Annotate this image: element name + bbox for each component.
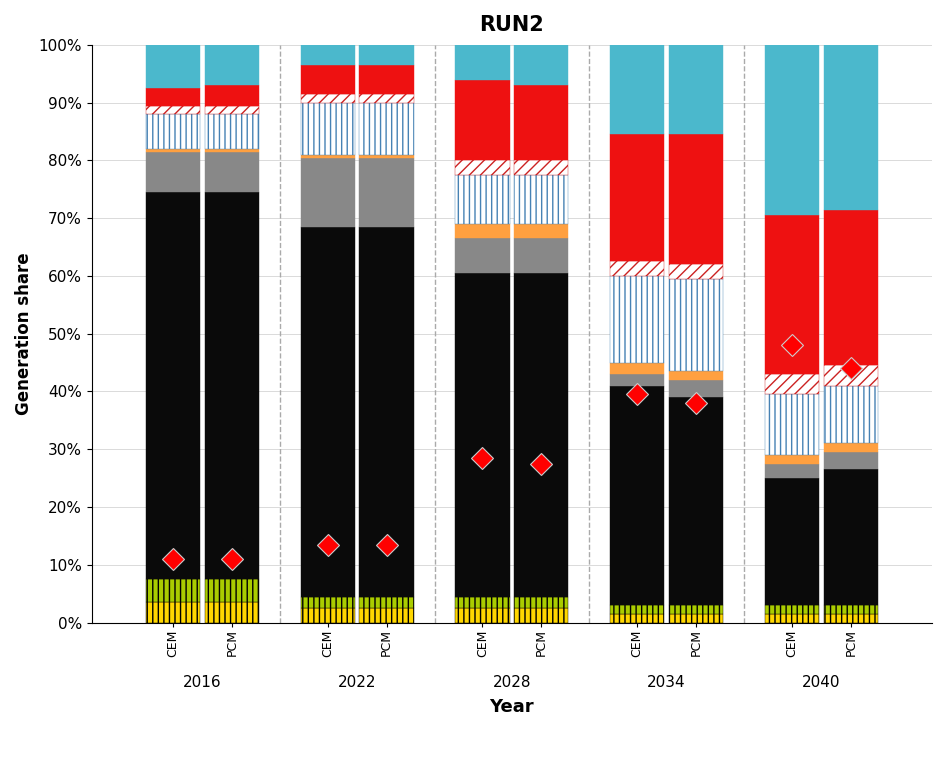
- Bar: [456, 273, 509, 597]
- Bar: [301, 94, 355, 102]
- Bar: [669, 279, 724, 371]
- Bar: [610, 363, 664, 374]
- Bar: [610, 45, 664, 135]
- Bar: [669, 614, 724, 622]
- Bar: [824, 209, 878, 366]
- Bar: [146, 192, 200, 579]
- Bar: [456, 239, 509, 273]
- X-axis label: Year: Year: [490, 698, 534, 717]
- Title: RUN2: RUN2: [479, 15, 545, 35]
- Bar: [360, 65, 414, 94]
- Bar: [205, 114, 259, 149]
- Bar: [301, 158, 355, 227]
- Bar: [456, 160, 509, 175]
- Bar: [146, 602, 200, 622]
- Bar: [824, 614, 878, 622]
- Bar: [205, 149, 259, 152]
- Bar: [146, 114, 200, 149]
- Bar: [514, 45, 568, 85]
- Bar: [610, 262, 664, 276]
- Bar: [205, 192, 259, 579]
- Text: 2028: 2028: [492, 675, 531, 689]
- Bar: [610, 614, 664, 622]
- Bar: [205, 85, 259, 105]
- Bar: [765, 464, 819, 478]
- Bar: [824, 605, 878, 614]
- Bar: [301, 227, 355, 597]
- Bar: [669, 264, 724, 279]
- Bar: [514, 224, 568, 239]
- Bar: [146, 89, 200, 105]
- Text: 2034: 2034: [648, 675, 686, 689]
- Bar: [765, 614, 819, 622]
- Bar: [824, 444, 878, 452]
- Bar: [765, 455, 819, 464]
- Bar: [146, 105, 200, 114]
- Bar: [205, 602, 259, 622]
- Bar: [669, 397, 724, 605]
- Y-axis label: Generation share: Generation share: [15, 253, 33, 415]
- Bar: [456, 175, 509, 224]
- Bar: [205, 105, 259, 114]
- Bar: [360, 94, 414, 102]
- Bar: [669, 380, 724, 397]
- Bar: [301, 102, 355, 155]
- Bar: [514, 273, 568, 597]
- Bar: [146, 149, 200, 152]
- Bar: [514, 239, 568, 273]
- Bar: [146, 579, 200, 602]
- Bar: [301, 155, 355, 158]
- Bar: [301, 65, 355, 94]
- Text: 2022: 2022: [338, 675, 376, 689]
- Bar: [146, 152, 200, 192]
- Bar: [146, 45, 200, 89]
- Bar: [765, 45, 819, 216]
- Bar: [456, 45, 509, 79]
- Bar: [514, 175, 568, 224]
- Bar: [360, 155, 414, 158]
- Bar: [514, 160, 568, 175]
- Bar: [765, 394, 819, 455]
- Bar: [610, 374, 664, 386]
- Bar: [765, 478, 819, 605]
- Bar: [824, 45, 878, 209]
- Bar: [205, 152, 259, 192]
- Bar: [360, 45, 414, 65]
- Bar: [669, 371, 724, 380]
- Bar: [456, 608, 509, 622]
- Bar: [610, 386, 664, 605]
- Bar: [765, 605, 819, 614]
- Bar: [669, 605, 724, 614]
- Text: 2016: 2016: [183, 675, 222, 689]
- Bar: [456, 224, 509, 239]
- Bar: [765, 216, 819, 374]
- Bar: [360, 227, 414, 597]
- Bar: [669, 135, 724, 264]
- Bar: [360, 158, 414, 227]
- Bar: [205, 579, 259, 602]
- Bar: [360, 102, 414, 155]
- Bar: [824, 366, 878, 386]
- Bar: [301, 597, 355, 608]
- Bar: [669, 45, 724, 135]
- Bar: [610, 605, 664, 614]
- Bar: [205, 45, 259, 85]
- Bar: [301, 45, 355, 65]
- Bar: [360, 597, 414, 608]
- Bar: [610, 135, 664, 262]
- Bar: [824, 386, 878, 444]
- Bar: [610, 276, 664, 363]
- Bar: [301, 608, 355, 622]
- Bar: [514, 85, 568, 160]
- Bar: [824, 470, 878, 605]
- Bar: [765, 374, 819, 394]
- Bar: [514, 608, 568, 622]
- Bar: [360, 608, 414, 622]
- Bar: [514, 597, 568, 608]
- Bar: [456, 597, 509, 608]
- Bar: [456, 79, 509, 160]
- Text: 2040: 2040: [802, 675, 841, 689]
- Bar: [824, 452, 878, 470]
